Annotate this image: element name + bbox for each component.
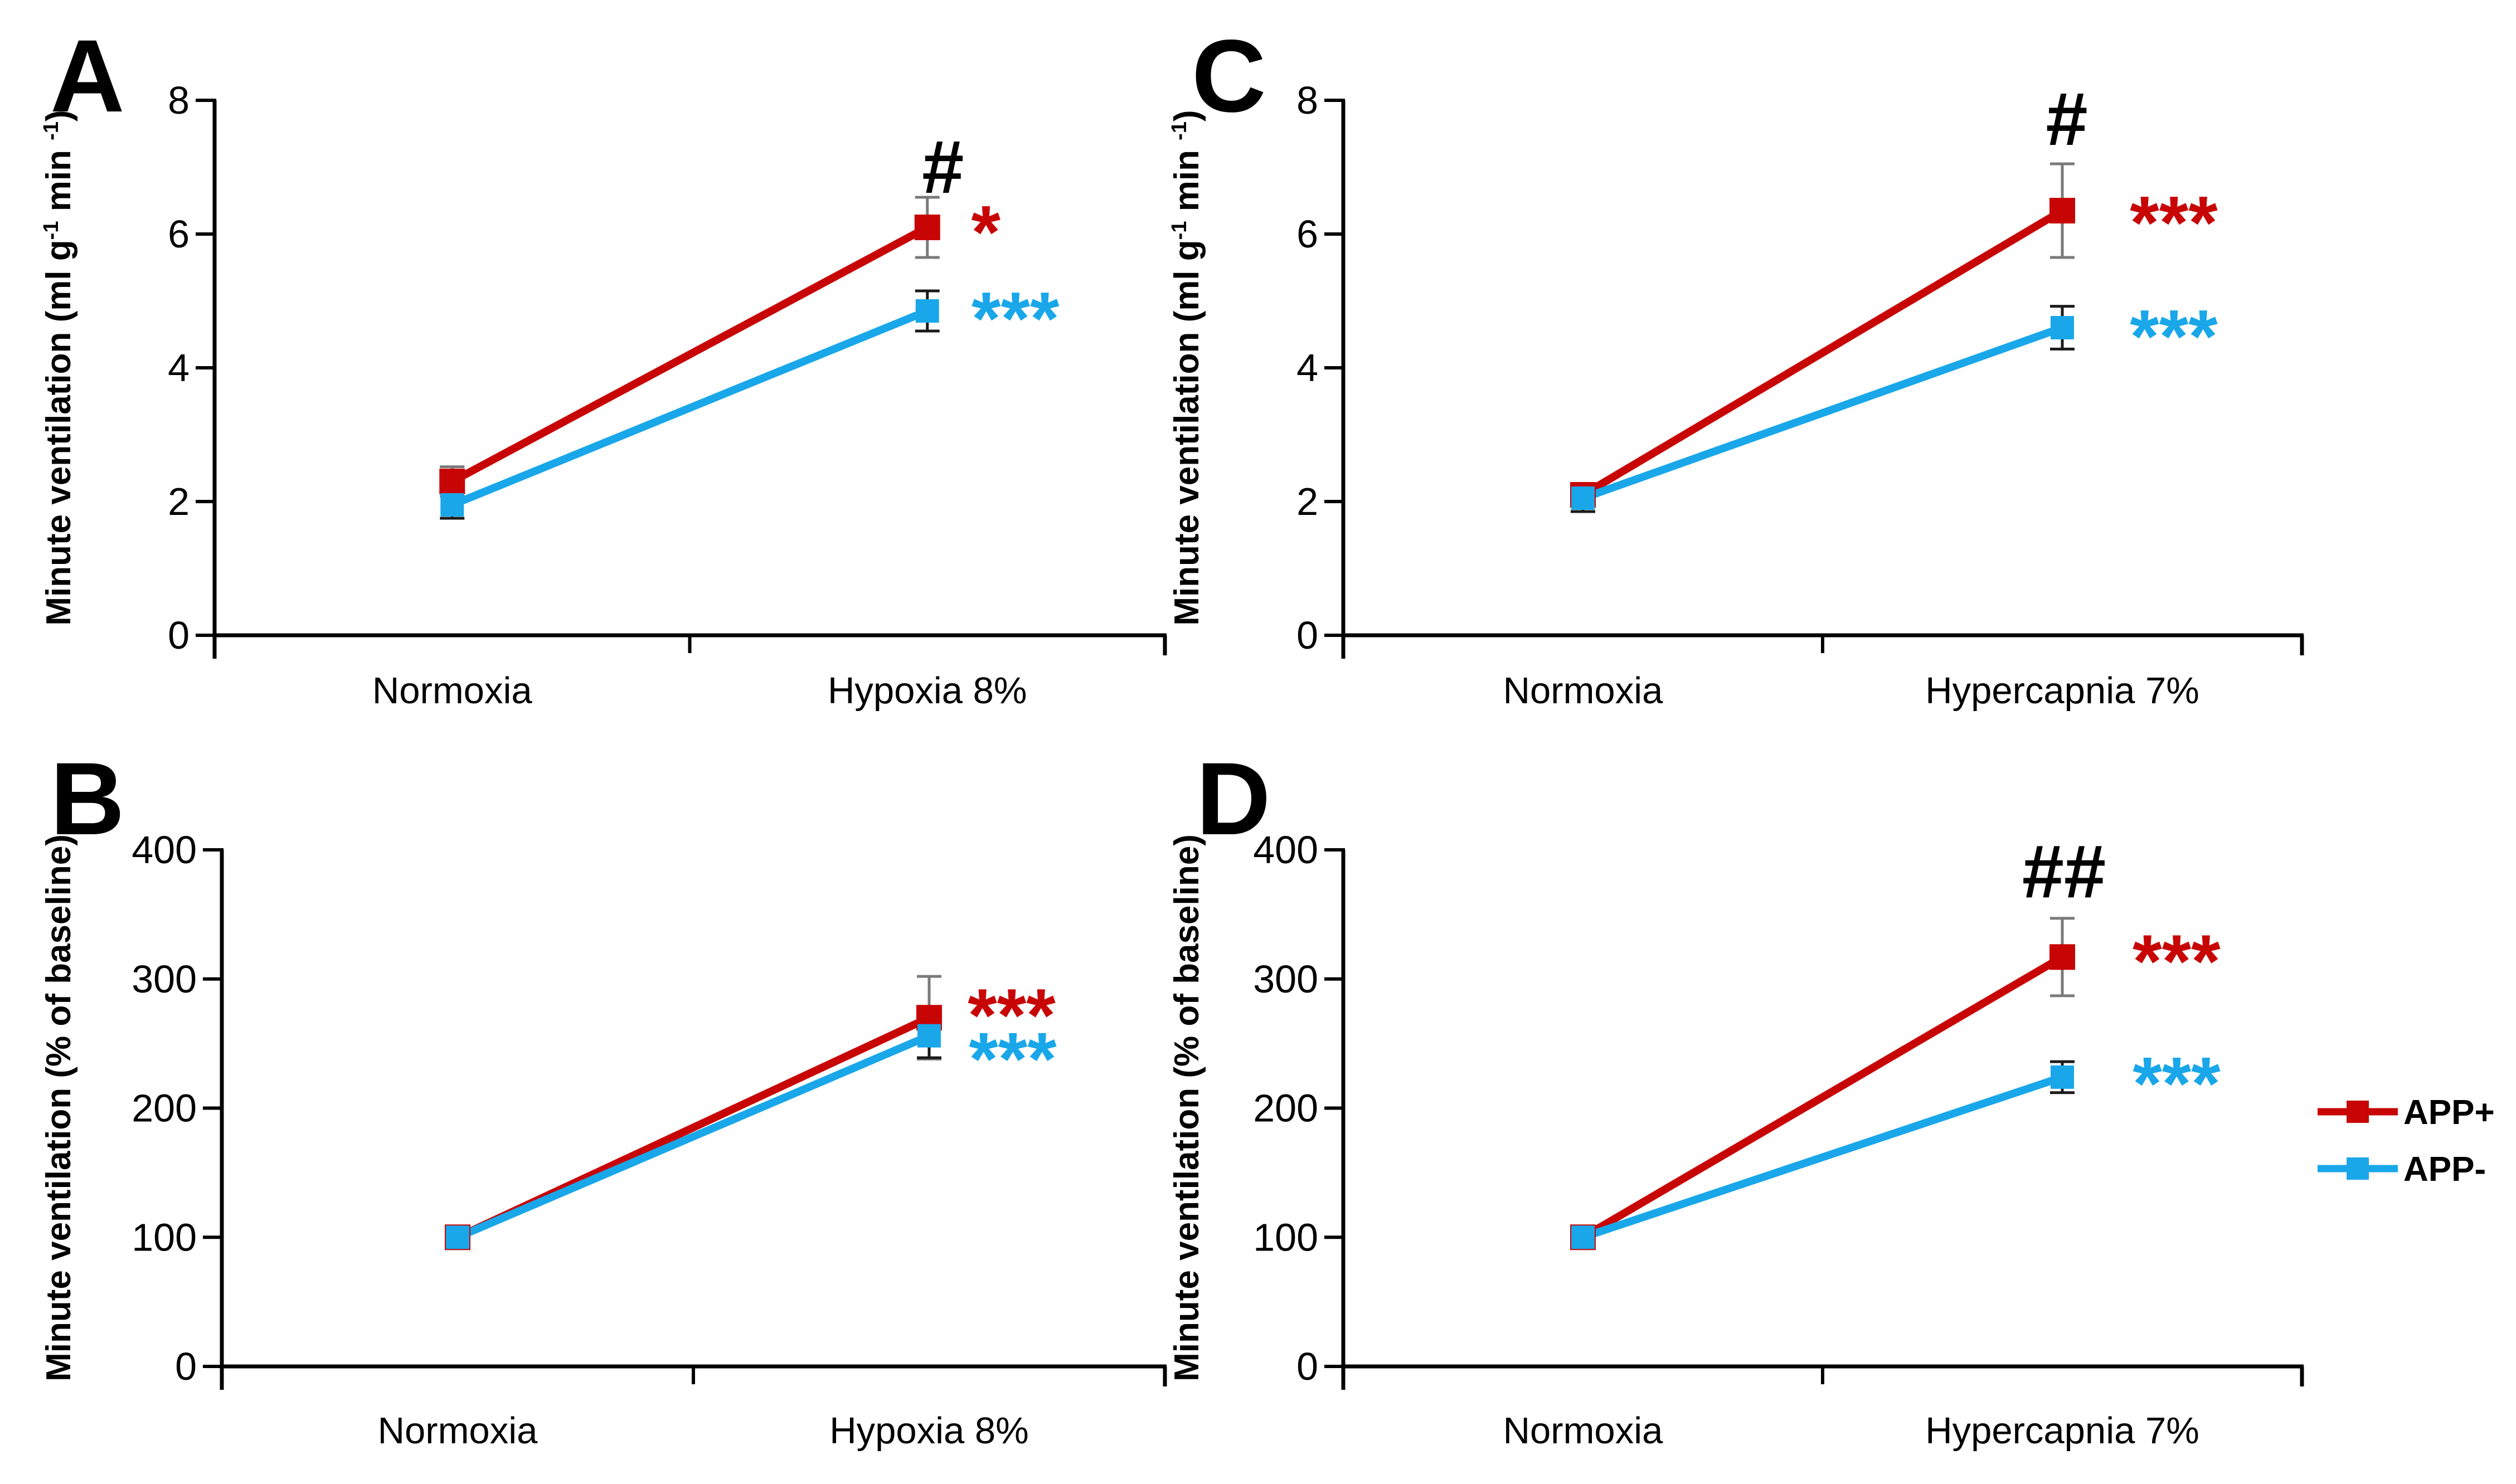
significance-mark: # <box>2046 77 2087 161</box>
data-marker-app-minus-normoxia <box>1571 486 1595 510</box>
significance-mark: *** <box>2130 294 2218 378</box>
series-line-app-minus <box>1581 1073 2064 1241</box>
y-axis-title: Minute ventilation (% of baseline) <box>1168 834 1206 1381</box>
y-tick-label-8: 8 <box>168 79 190 122</box>
legend-item-app-plus: APP+ <box>2318 1093 2495 1132</box>
y-tick-label-8: 8 <box>1296 79 1318 122</box>
panel-letter-C: C <box>1192 19 1266 134</box>
y-tick-label-300: 300 <box>1253 957 1318 1001</box>
significance-mark: *** <box>2130 181 2218 265</box>
legend-swatch-marker <box>2347 1101 2369 1123</box>
y-tick-label-0: 0 <box>1296 614 1318 657</box>
series-line-app-plus <box>450 223 930 485</box>
y-axis-title: Minute ventilation (ml g-1 min -1) <box>40 110 78 625</box>
y-tick-label-300: 300 <box>132 957 197 1001</box>
legend: APP+ APP- <box>2318 1093 2495 1189</box>
y-tick-label-200: 200 <box>1253 1087 1318 1130</box>
legend-swatch-marker <box>2347 1157 2369 1180</box>
x-category-label-hypoxia-8-: Hypoxia 8% <box>829 1410 1029 1452</box>
significance-mark: *** <box>968 973 1056 1057</box>
y-tick-label-0: 0 <box>175 1345 197 1388</box>
significance-mark: *** <box>969 1017 1057 1101</box>
y-axis-title: Minute ventilation (ml g-1 min -1) <box>1168 110 1206 625</box>
significance-mark: *** <box>2133 919 2221 1003</box>
data-marker-app-minus-hypoxia-8- <box>917 1024 941 1048</box>
series-line-app-minus <box>450 307 929 509</box>
y-tick-label-4: 4 <box>1296 346 1318 390</box>
legend-label: APP+ <box>2403 1093 2495 1132</box>
x-category-label-hypoxia-8-: Hypoxia 8% <box>828 670 1027 712</box>
x-category-label-normoxia: Normoxia <box>1503 1410 1663 1452</box>
y-tick-label-0: 0 <box>1296 1345 1318 1388</box>
y-axis-title: Minute ventilation (% of baseline) <box>40 834 78 1381</box>
data-marker-app-minus-normoxia <box>446 1225 469 1249</box>
y-tick-label-100: 100 <box>1253 1215 1318 1259</box>
x-category-label-normoxia: Normoxia <box>1503 670 1663 712</box>
y-tick-label-6: 6 <box>168 212 190 256</box>
data-marker-app-plus-hypoxia-8- <box>914 215 940 240</box>
panel-letter-A: A <box>50 19 125 134</box>
data-marker-app-minus-hypercapnia-7- <box>2051 1065 2074 1089</box>
x-category-label-normoxia: Normoxia <box>372 670 532 712</box>
data-marker-app-minus-normoxia <box>440 493 464 517</box>
significance-mark: * <box>971 190 1000 274</box>
panel-letter-D: D <box>1196 742 1271 857</box>
significance-mark: # <box>922 125 964 209</box>
y-tick-label-2: 2 <box>168 480 190 523</box>
data-marker-app-plus-normoxia <box>439 469 465 494</box>
series-line-app-minus <box>456 1032 931 1241</box>
series-line-app-minus <box>1581 324 2064 502</box>
significance-mark: *** <box>972 276 1060 361</box>
x-category-label-normoxia: Normoxia <box>378 1410 538 1452</box>
panel-letter-B: B <box>50 742 125 857</box>
y-tick-label-200: 200 <box>132 1087 197 1130</box>
x-category-label-hypercapnia-7-: Hypercapnia 7% <box>1925 1410 2199 1452</box>
y-tick-label-400: 400 <box>132 828 197 872</box>
data-marker-app-plus-hypercapnia-7- <box>2049 198 2075 223</box>
y-tick-label-4: 4 <box>168 346 190 390</box>
legend-label: APP- <box>2403 1150 2486 1189</box>
legend-item-app-minus: APP- <box>2318 1150 2486 1189</box>
data-marker-app-plus-hypercapnia-7- <box>2049 944 2075 970</box>
series-line-app-plus <box>1581 953 2065 1241</box>
x-category-label-hypercapnia-7-: Hypercapnia 7% <box>1925 670 2199 712</box>
significance-mark: ## <box>2022 829 2106 913</box>
series-line-app-plus <box>1581 207 2065 499</box>
y-tick-label-100: 100 <box>132 1215 197 1259</box>
data-marker-app-minus-hypercapnia-7- <box>2051 316 2074 339</box>
y-tick-label-2: 2 <box>1296 480 1318 523</box>
data-marker-app-minus-hypoxia-8- <box>915 299 939 323</box>
significance-mark: *** <box>2133 1042 2221 1126</box>
y-tick-label-6: 6 <box>1296 212 1318 256</box>
y-tick-label-400: 400 <box>1253 828 1318 872</box>
data-marker-app-minus-normoxia <box>1571 1225 1595 1249</box>
y-tick-label-0: 0 <box>168 614 190 657</box>
